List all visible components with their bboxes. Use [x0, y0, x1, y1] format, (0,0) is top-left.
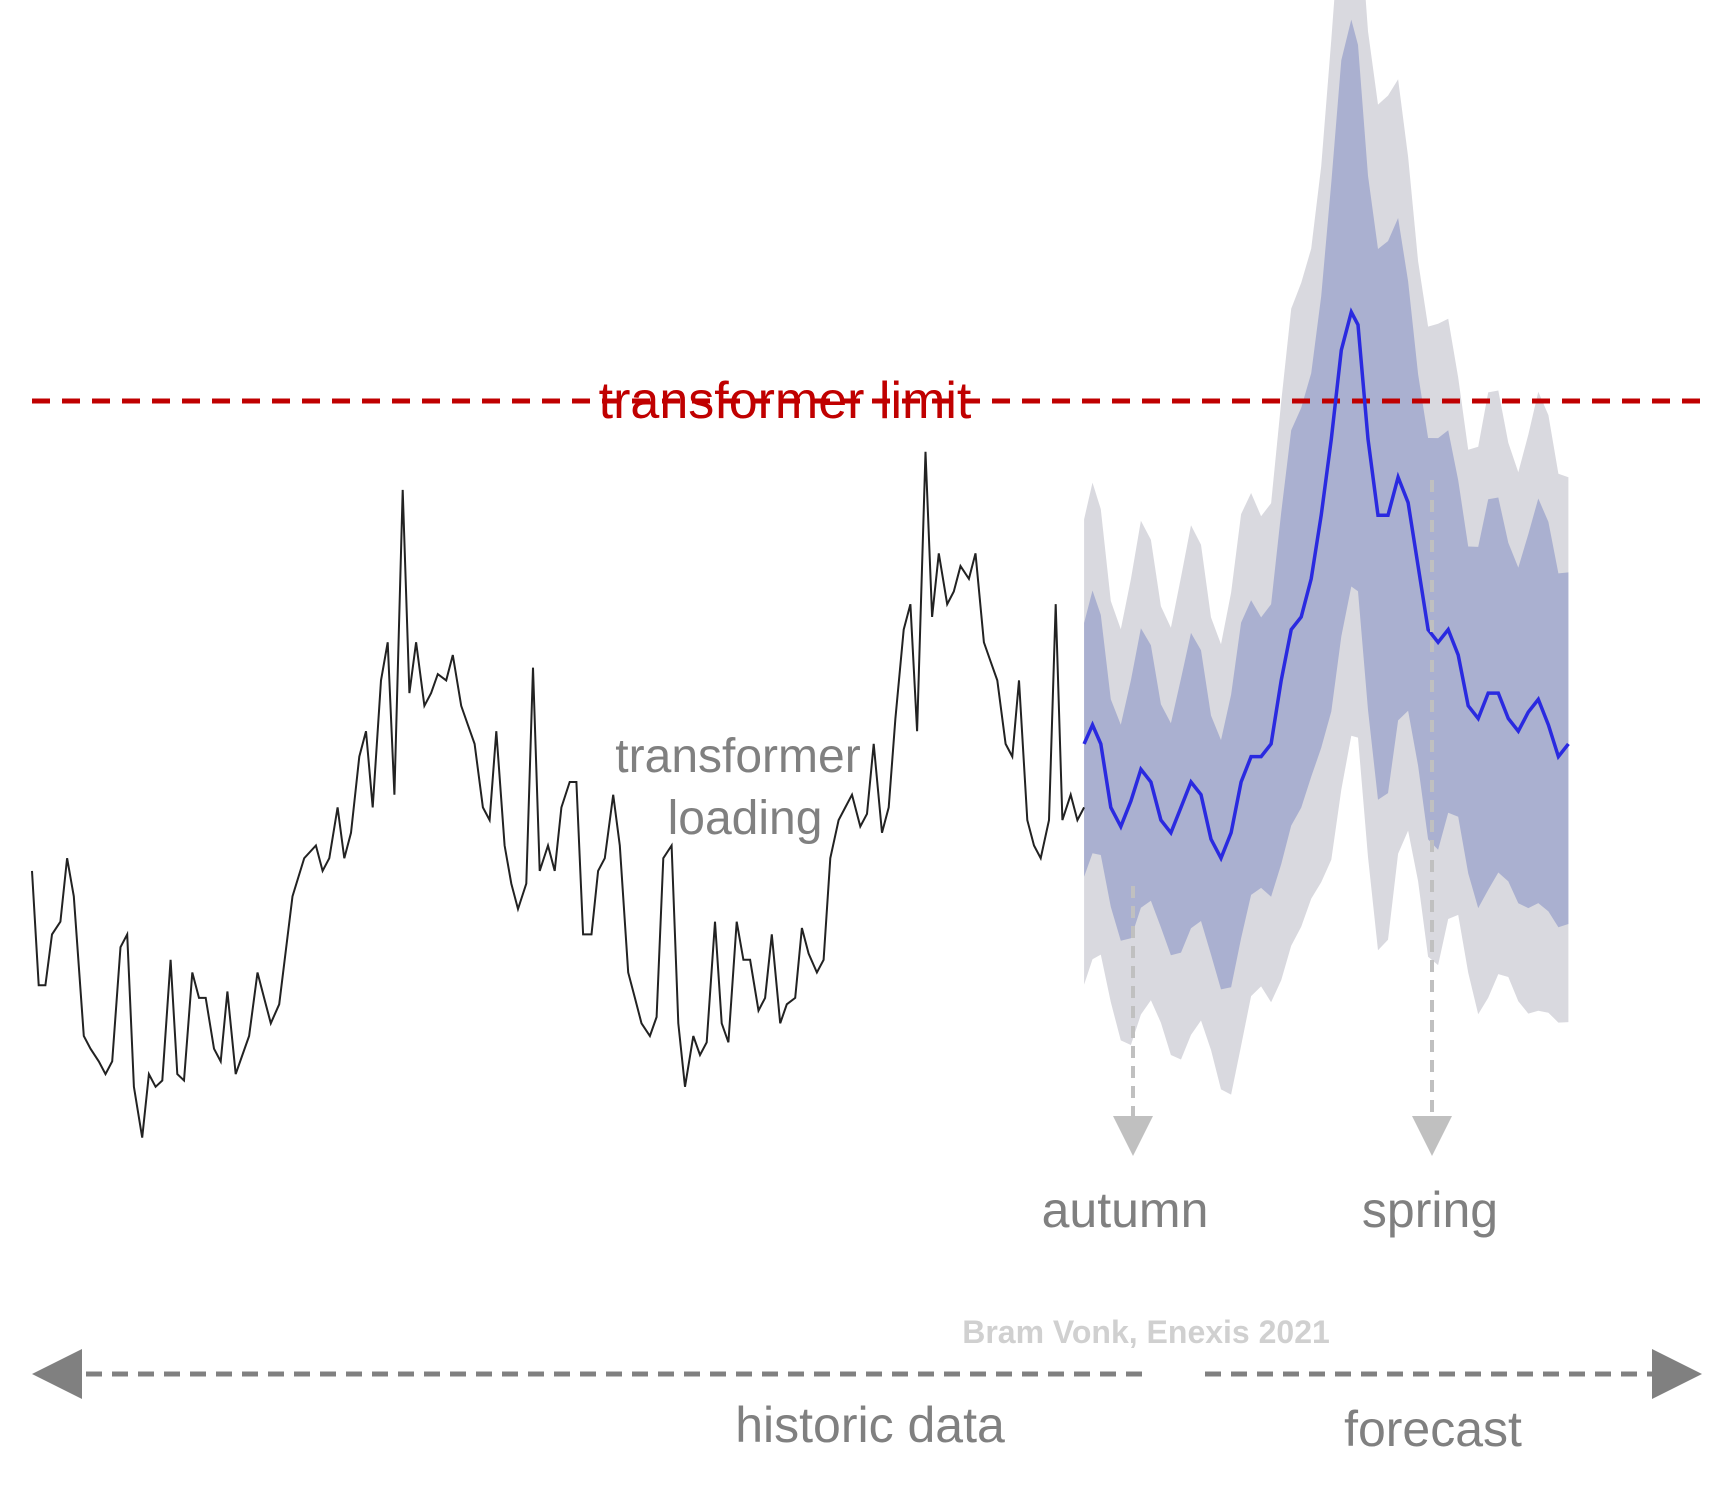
historic-data-label: historic data [735, 1397, 1005, 1453]
series-group [31, 307, 1570, 1138]
historic-series-line [31, 451, 1085, 1138]
transformer-limit-group: transformer limit [32, 372, 1702, 430]
forecast-uncertainty-bands [1084, 0, 1569, 1095]
transformer-loading-label-line2: loading [668, 792, 823, 845]
credit-watermark: Bram Vonk, Enexis 2021 [962, 1314, 1330, 1350]
transformer-limit-label: transformer limit [599, 372, 972, 430]
spring-label: spring [1362, 1182, 1498, 1238]
transformer-loading-label-line1: transformer [615, 730, 860, 783]
forecast-inner-band [1084, 19, 1569, 990]
forecast-label: forecast [1344, 1401, 1522, 1457]
autumn-label: autumn [1042, 1182, 1209, 1238]
forecast-series-line [1082, 307, 1570, 863]
